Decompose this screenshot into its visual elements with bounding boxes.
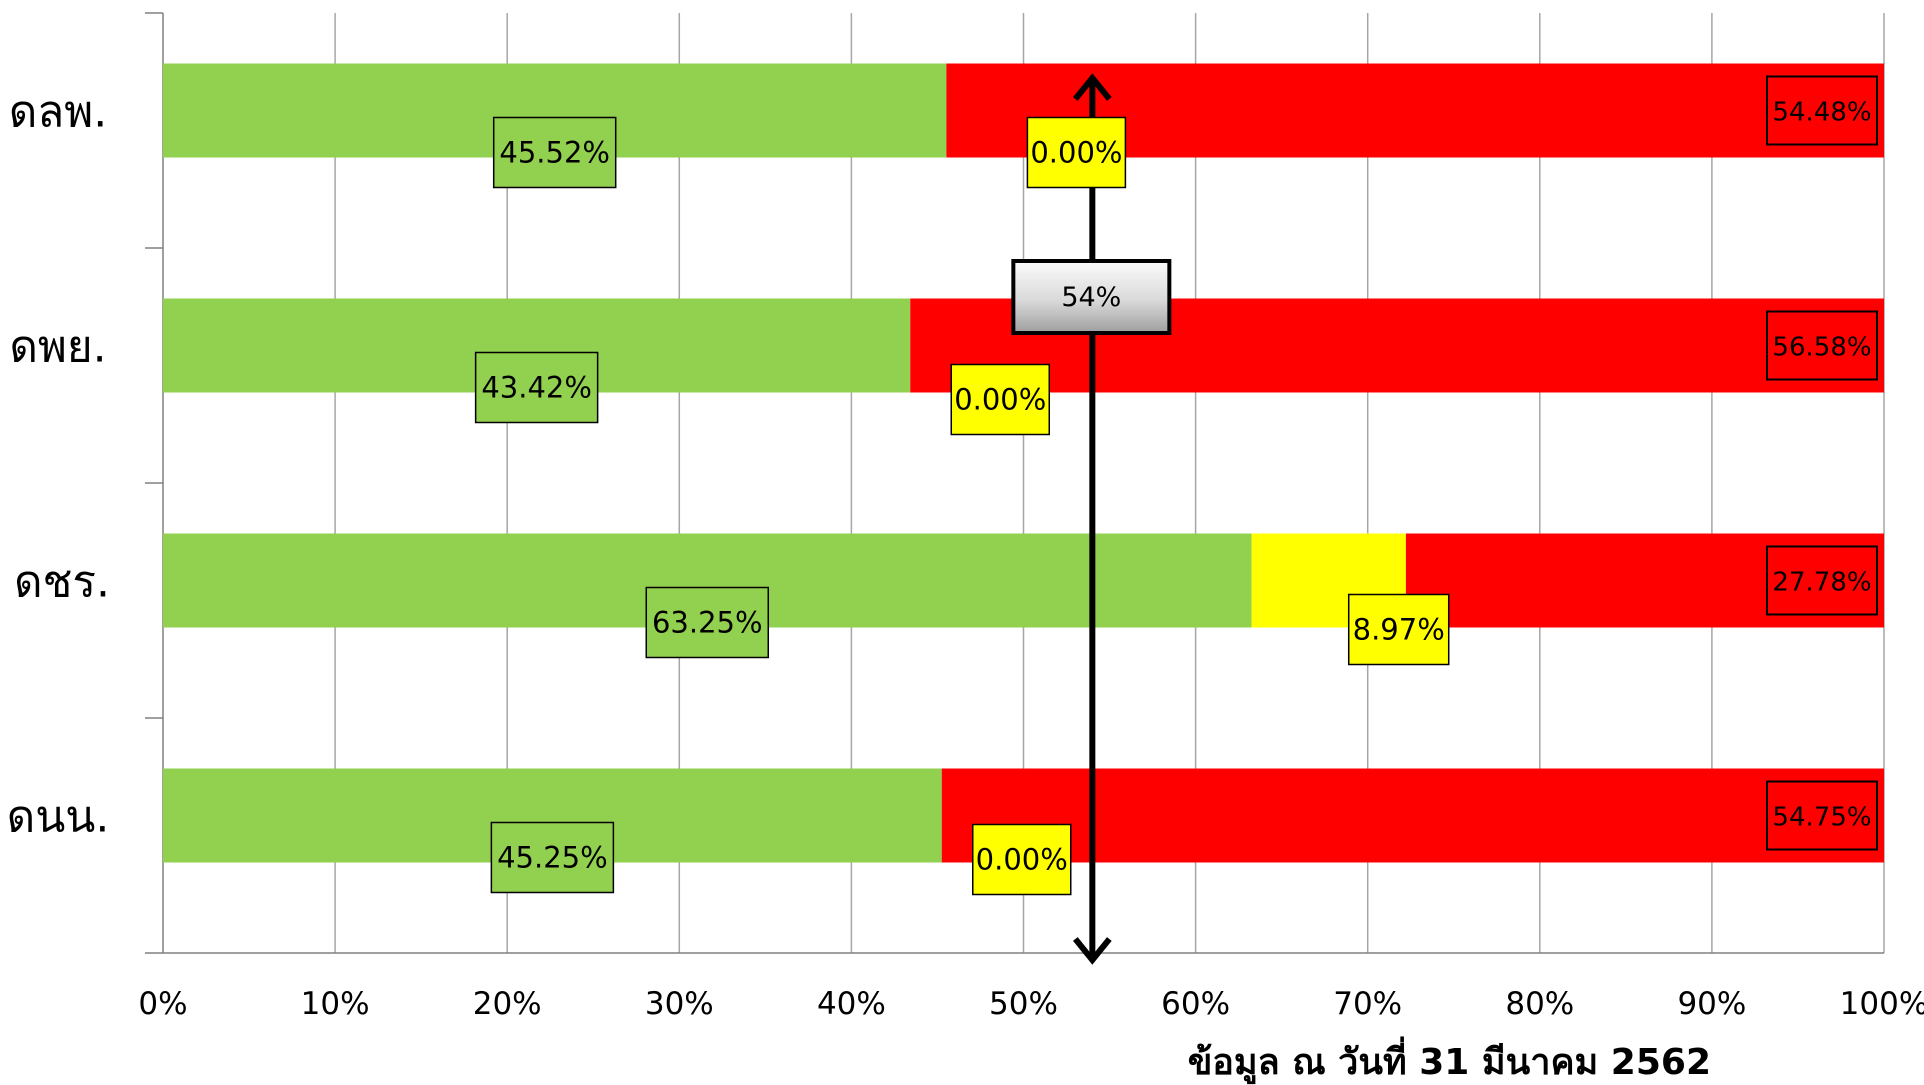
reference-line-group: 54% [1011,73,1172,965]
x-tick-label: 100% [1840,986,1924,1022]
data-label: 0.00% [976,843,1068,877]
data-label: 54.48% [1772,98,1871,128]
x-tick-label: 40% [817,986,886,1022]
x-tick-label: 30% [645,986,714,1022]
bar-segment [941,768,1884,863]
data-label-box [1766,310,1878,381]
x-tick-label: 90% [1677,986,1746,1022]
x-tick-label: 0% [138,986,187,1022]
arrow-down-icon [1073,937,1112,965]
data-label-box [1766,545,1878,616]
x-tick-label: 80% [1505,986,1574,1022]
category-label: ดนน. [7,792,110,843]
data-label-box [1766,780,1878,851]
data-label-box [950,363,1051,436]
data-label-box [645,586,770,659]
x-tick-label: 50% [989,986,1058,1022]
data-label: 45.52% [499,136,610,170]
data-label: 54.75% [1772,803,1871,833]
x-tick-label: 70% [1333,986,1402,1022]
data-label-box [492,116,617,189]
data-label-box [1766,75,1878,146]
arrow-up-icon [1073,73,1112,101]
data-label: 8.97% [1353,613,1445,647]
category-label: ดลพ. [9,87,108,138]
category-label: ดพย. [9,322,106,373]
category-label: ดชร. [14,557,110,608]
data-label: 27.78% [1772,568,1871,598]
x-tick-label: 10% [301,986,370,1022]
data-label-box [972,823,1072,896]
data-label: 63.25% [652,606,763,640]
footnote: ข้อมูล ณ วันที่ 31 มีนาคม 2562 [1188,1036,1711,1085]
data-labels: 45.52% 0.00% 54.48% 43.42% 0.00% 56.58% 63.25%… [474,75,1878,896]
data-label-box [1026,116,1127,189]
data-label-box [1347,593,1450,666]
data-label: 56.58% [1772,333,1871,363]
data-label: 45.25% [497,841,608,875]
axis-labels: 0% 10% 20% 30% 40% 50% 60% 70% 80% 90% 100% ดลพ. ดพย… [7,87,1924,1085]
data-label-box [490,821,615,894]
data-label: 0.00% [1030,136,1122,170]
reference-label: 54% [1061,282,1121,313]
x-tick-label: 60% [1161,986,1230,1022]
x-tick-label: 20% [473,986,542,1022]
data-label-box [474,351,599,424]
data-label: 43.42% [481,371,592,405]
data-label: 0.00% [954,383,1046,417]
reference-label-box [1011,259,1172,335]
